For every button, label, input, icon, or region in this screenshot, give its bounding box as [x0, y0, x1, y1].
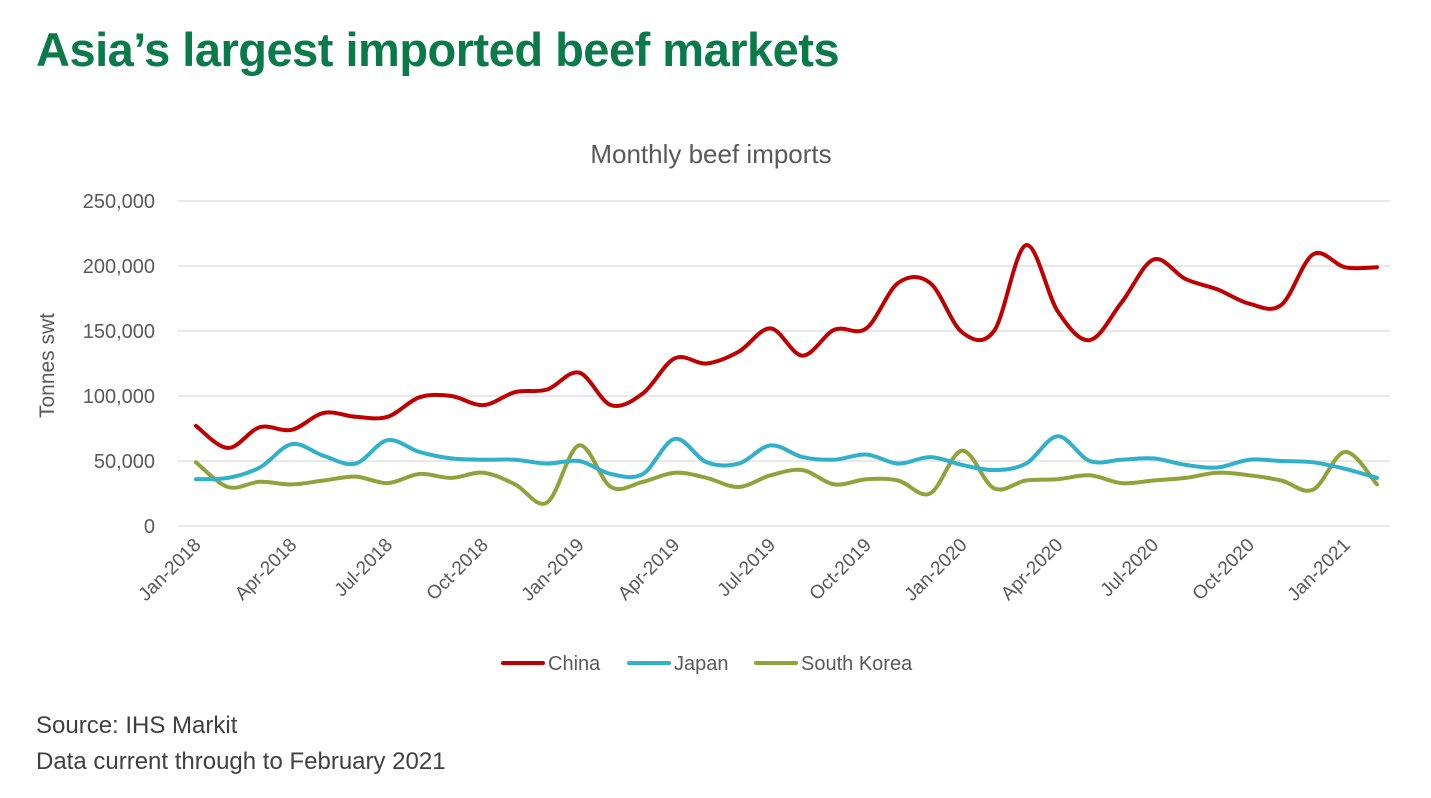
beef-imports-line-chart: Monthly beef imports Tonnes swt 0 50,000 1… — [36, 139, 1390, 675]
y-tick-label: 100,000 — [83, 386, 155, 408]
x-tick-label: Oct-2018 — [423, 535, 493, 605]
x-tick-label: Jul-2019 — [714, 535, 780, 601]
x-tick-label: Apr-2020 — [997, 535, 1067, 605]
data-currency-note: Data current through to February 2021 — [36, 748, 446, 775]
x-tick-label: Jan-2019 — [518, 535, 589, 606]
x-tick-label: Jul-2020 — [1097, 535, 1163, 601]
y-tick-label: 250,000 — [83, 191, 155, 213]
y-tick-label: 0 — [144, 516, 155, 538]
y-tick-label: 150,000 — [83, 321, 155, 343]
legend: China Japan South Korea — [501, 653, 913, 675]
x-tick-label: Apr-2018 — [231, 535, 301, 605]
series-lines — [194, 243, 1379, 506]
x-tick-label: Jan-2021 — [1284, 535, 1355, 606]
series-line-china — [194, 243, 1379, 451]
x-tick-label: Apr-2019 — [614, 535, 684, 605]
source-note: Source: IHS Markit — [36, 712, 238, 739]
series-line-south-korea — [194, 443, 1379, 506]
y-axis-ticks: 0 50,000 100,000 150,000 200,000 250,000 — [83, 191, 155, 538]
gridlines — [178, 200, 1390, 527]
page-title: Asia’s largest imported beef markets — [36, 23, 840, 76]
x-tick-label: Jan-2020 — [901, 535, 972, 606]
chart-title: Monthly beef imports — [590, 139, 831, 169]
x-tick-label: Jul-2018 — [331, 535, 397, 601]
x-axis-ticks: Jan-2018 Apr-2018 Jul-2018 Oct-2018 Jan-2019… — [135, 535, 1355, 606]
x-tick-label: Jan-2018 — [135, 535, 206, 606]
y-tick-label: 50,000 — [94, 451, 155, 473]
x-tick-label: Oct-2020 — [1189, 535, 1259, 605]
legend-label: South Korea — [801, 653, 913, 675]
legend-label: China — [548, 653, 601, 675]
legend-label: Japan — [674, 653, 729, 675]
y-tick-label: 200,000 — [83, 256, 155, 278]
y-axis-label: Tonnes swt — [36, 313, 59, 418]
series-line-japan — [194, 434, 1379, 482]
x-tick-label: Oct-2019 — [806, 535, 876, 605]
